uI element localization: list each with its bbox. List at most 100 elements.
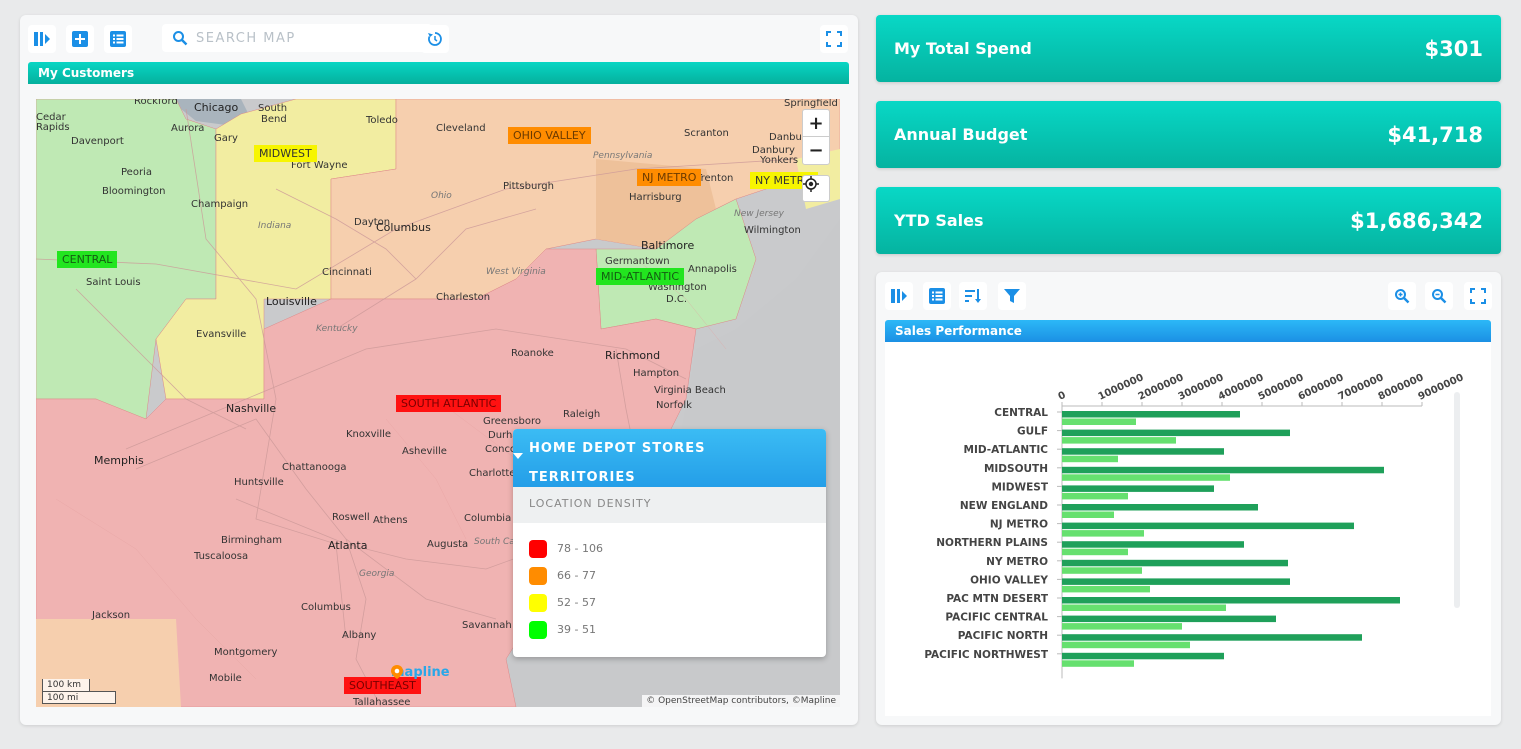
bar [1062, 522, 1354, 530]
sidebar-toggle-icon[interactable] [885, 282, 913, 310]
stat-label: YTD Sales [894, 211, 984, 230]
sidebar-toggle-icon[interactable] [28, 25, 56, 53]
search-input[interactable] [196, 30, 416, 46]
category-label: NEW ENGLAND [960, 500, 1048, 512]
legend-subtitle: LOCATION DENSITY [513, 487, 826, 523]
category-label: MID-ATLANTIC [964, 444, 1049, 456]
bar [1062, 652, 1224, 660]
search-icon [173, 31, 188, 46]
bar [1062, 474, 1230, 481]
stat-label: Annual Budget [894, 125, 1028, 144]
category-label: PACIFIC NORTH [958, 630, 1048, 642]
legend-swatch [529, 620, 547, 639]
mapline-logo: mapline [391, 665, 450, 680]
category-label: GULF [1017, 426, 1048, 438]
zoom-in-icon[interactable] [1388, 282, 1416, 310]
fullscreen-icon[interactable] [1464, 282, 1492, 310]
legend-item-label: 52 - 57 [557, 596, 596, 609]
territory-label[interactable]: SOUTHEAST [344, 677, 421, 694]
map-legend: HOME DEPOT STORES TERRITORIES LOCATION D… [513, 429, 826, 657]
legend-title-line1: HOME DEPOT STORES [529, 441, 706, 456]
legend-item: 78 - 106 [513, 535, 826, 562]
zoom-control: + − [802, 109, 830, 165]
scale-mi: 100 mi [42, 691, 116, 704]
territory-label[interactable]: SOUTH ATLANTIC [396, 395, 502, 412]
bar [1062, 530, 1144, 537]
sales-performance-chart[interactable]: 0 1000000 2000000 3000000 4000000 5000000 6000… [885, 342, 1491, 716]
sort-icon[interactable] [959, 282, 987, 310]
territory-label[interactable]: NJ METRO [637, 169, 702, 186]
map-panel: My Customers [20, 15, 858, 725]
bar [1062, 585, 1150, 593]
territory-label[interactable]: NY METRO [750, 172, 818, 189]
category-label: PACIFIC NORTHWEST [924, 649, 1049, 661]
map-attribution[interactable]: © OpenStreetMap contributors, ©Mapline [642, 695, 840, 707]
legend-swatch [529, 593, 547, 612]
map-panel-title: My Customers [28, 62, 849, 84]
category-label: NJ METRO [990, 519, 1048, 531]
legend-item-label: 39 - 51 [557, 623, 596, 636]
bar [1062, 455, 1118, 463]
map-pin-icon [391, 665, 403, 679]
bar [1062, 615, 1276, 623]
territory-label[interactable]: MIDWEST [254, 145, 317, 162]
stat-value: $301 [1424, 36, 1483, 61]
stat-card-total-spend: My Total Spend $301 [876, 15, 1501, 82]
stat-value: $1,686,342 [1350, 208, 1483, 233]
brand-label: mapline [391, 665, 450, 680]
stat-card-ytd-sales: YTD Sales $1,686,342 [876, 187, 1501, 254]
bar [1062, 604, 1226, 611]
territory-label[interactable]: OHIO VALLEY [508, 127, 591, 144]
category-label: PAC MTN DESERT [946, 593, 1049, 605]
bar [1062, 567, 1142, 574]
x-tick-label: 0 [1057, 390, 1068, 403]
bar [1062, 511, 1114, 518]
legend-item-label: 78 - 106 [557, 542, 603, 555]
territory-label[interactable]: CENTRAL [57, 251, 118, 268]
search-box[interactable] [162, 24, 432, 52]
bar [1062, 411, 1240, 418]
bar [1062, 429, 1290, 437]
fullscreen-icon[interactable] [820, 25, 848, 53]
bar [1062, 504, 1258, 511]
category-label: NORTHERN PLAINS [936, 537, 1048, 549]
refresh-icon[interactable] [421, 25, 449, 53]
legend-title-line2: TERRITORIES [529, 470, 636, 485]
add-icon[interactable] [66, 25, 94, 53]
category-label: MIDWEST [991, 481, 1048, 493]
category-label: NY METRO [986, 556, 1048, 568]
map-canvas[interactable]: Rockford Chicago South Bend Toledo Cleve… [36, 99, 840, 707]
locate-icon[interactable] [802, 175, 830, 202]
bar [1062, 559, 1288, 567]
bar [1062, 448, 1224, 455]
bar [1062, 641, 1190, 649]
bar [1062, 485, 1214, 492]
bar [1062, 418, 1136, 425]
legend-item: 39 - 51 [513, 616, 826, 643]
category-label: PACIFIC CENTRAL [945, 612, 1048, 624]
legend-item: 66 - 77 [513, 562, 826, 589]
bar [1062, 437, 1176, 444]
list-icon[interactable] [104, 25, 132, 53]
chevron-down-icon[interactable] [513, 453, 523, 459]
stat-card-annual-budget: Annual Budget $41,718 [876, 101, 1501, 168]
bar [1062, 660, 1134, 667]
bar [1062, 492, 1128, 500]
filter-icon[interactable] [998, 282, 1026, 310]
stat-value: $41,718 [1387, 122, 1483, 147]
legend-swatch [529, 539, 547, 558]
territory-label[interactable]: MID-ATLANTIC [596, 268, 685, 285]
bar [1062, 578, 1290, 585]
bar [1062, 466, 1384, 474]
chart-panel: Sales Performance 0 1000000 2000000 3000000… [876, 272, 1501, 725]
legend-item: 52 - 57 [513, 589, 826, 616]
zoom-in-button[interactable]: + [803, 110, 829, 137]
stat-label: My Total Spend [894, 39, 1032, 58]
list-icon[interactable] [923, 282, 951, 310]
legend-header[interactable]: HOME DEPOT STORES TERRITORIES [513, 429, 826, 487]
legend-item-label: 66 - 77 [557, 569, 596, 582]
bar [1062, 623, 1182, 630]
zoom-out-button[interactable]: − [808, 140, 824, 161]
category-label: OHIO VALLEY [970, 574, 1048, 586]
zoom-out-icon[interactable] [1425, 282, 1453, 310]
